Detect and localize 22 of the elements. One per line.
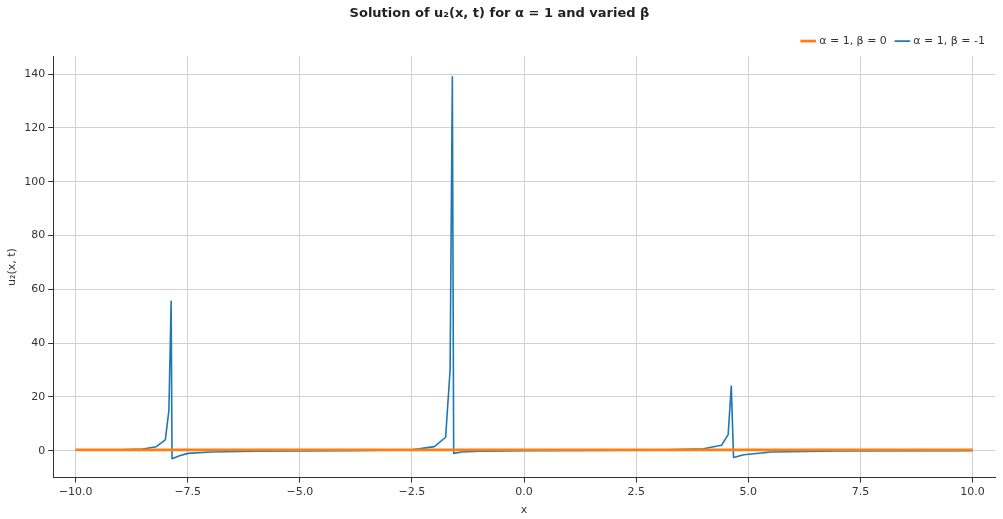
- legend-label: α = 1, β = 0: [819, 33, 887, 47]
- x-tick-label: 2.5: [627, 485, 645, 499]
- x-tick-label: −10.0: [58, 485, 93, 499]
- legend-label: α = 1, β = -1: [913, 33, 986, 47]
- y-tick-label: 0: [38, 443, 46, 457]
- x-tick-label: 7.5: [851, 485, 870, 499]
- y-tick-label: 40: [31, 335, 46, 349]
- y-tick-label: 120: [24, 120, 46, 134]
- y-tick-label: 60: [31, 282, 46, 296]
- y-tick-label: 100: [24, 174, 46, 188]
- y-tick-label: 80: [31, 228, 46, 242]
- x-axis-title: x: [520, 503, 528, 517]
- y-axis-title: u₂(x, t): [5, 248, 19, 286]
- chart-title: Solution of u₂(x, t) for α = 1 and varied β: [349, 5, 650, 21]
- x-tick-label: 0.0: [515, 485, 533, 499]
- y-tick-label: 20: [31, 389, 46, 403]
- y-tick-label: 140: [24, 66, 46, 80]
- x-tick-label: −2.5: [398, 485, 426, 499]
- x-tick-label: 10.0: [960, 485, 985, 499]
- x-tick-label: 5.0: [739, 485, 758, 499]
- x-tick-label: −7.5: [174, 485, 202, 499]
- x-tick-label: −5.0: [286, 485, 314, 499]
